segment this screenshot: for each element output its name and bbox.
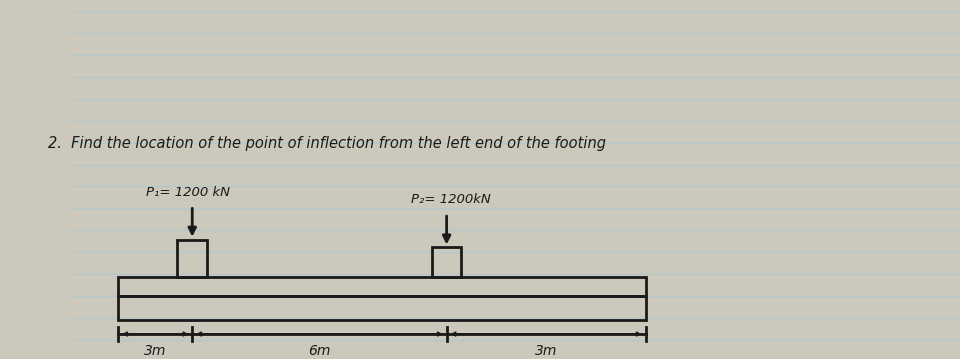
- Text: 2.  Find the location of the point of inflection from the left end of the footin: 2. Find the location of the point of inf…: [48, 136, 606, 151]
- Text: 3m: 3m: [535, 344, 557, 358]
- Text: P₂= 1200kN: P₂= 1200kN: [412, 194, 492, 206]
- Bar: [118, 276, 645, 296]
- Text: P₁= 1200 kN: P₁= 1200 kN: [146, 186, 229, 199]
- Bar: [432, 247, 462, 276]
- Text: 3m: 3m: [144, 344, 166, 358]
- Bar: [178, 239, 207, 276]
- Text: 6m: 6m: [308, 344, 330, 358]
- Bar: [118, 296, 645, 320]
